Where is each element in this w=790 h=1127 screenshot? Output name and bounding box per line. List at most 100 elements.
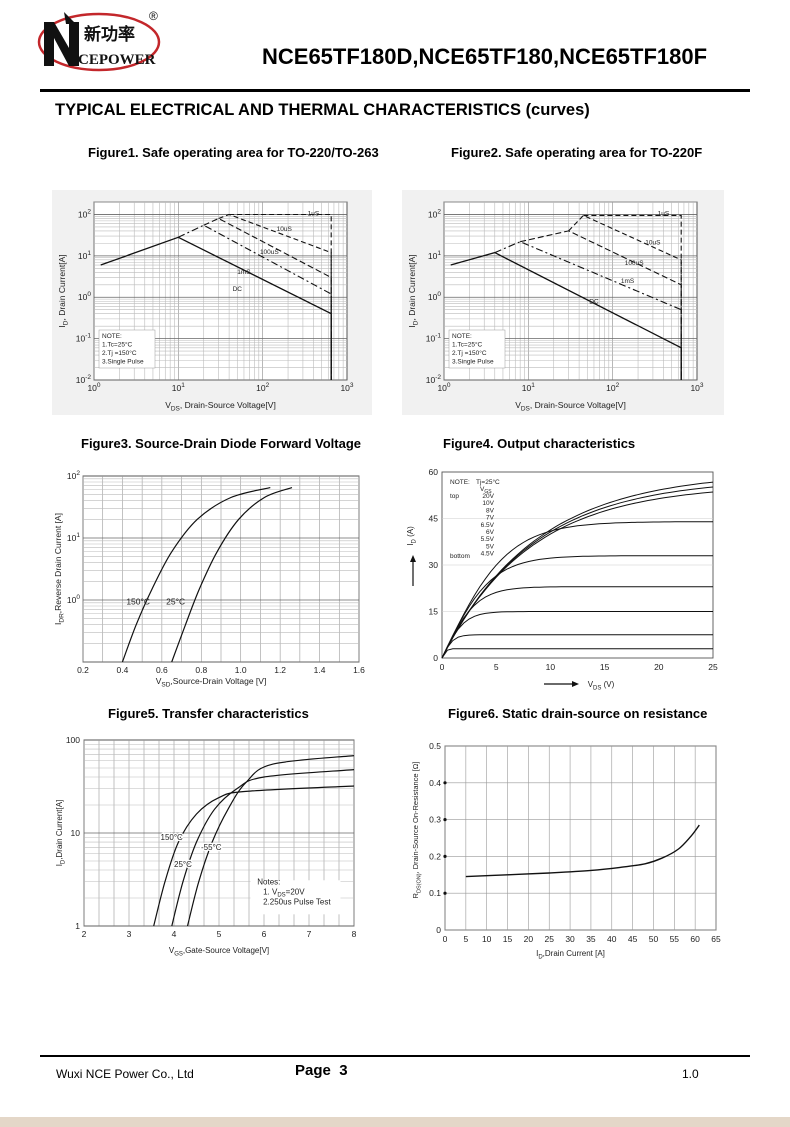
x-tick-label: 45 bbox=[628, 934, 638, 944]
notes-title: Notes: bbox=[257, 877, 280, 886]
y-tick-label: 10-2 bbox=[426, 374, 442, 385]
y-tick-dot bbox=[443, 854, 447, 858]
series-line-1uS bbox=[229, 213, 332, 380]
note-line: 1.Tc=25°C bbox=[102, 341, 133, 349]
legend-level: 4.5V bbox=[481, 551, 495, 558]
y-axis-label: ID,Drain Current[A] bbox=[55, 800, 67, 867]
x-tick-label: 20 bbox=[654, 662, 664, 672]
y-tick-label: 0.2 bbox=[429, 851, 441, 861]
x-axis-label: VDS, Drain-Source Voltage[V] bbox=[515, 400, 626, 413]
legend-level: 20V bbox=[482, 493, 494, 500]
x-tick-label: 65 bbox=[711, 934, 721, 944]
x-tick-label: 5 bbox=[463, 934, 468, 944]
footer-page: Page 3 bbox=[295, 1062, 348, 1079]
note-box bbox=[98, 329, 156, 369]
footer-rule bbox=[40, 1055, 750, 1057]
figure5-caption: Figure5. Transfer characteristics bbox=[108, 706, 309, 721]
x-tick-label: 102 bbox=[256, 382, 269, 393]
series-line-5V bbox=[441, 611, 713, 659]
x-tick-label: 15 bbox=[600, 662, 610, 672]
plot-area bbox=[444, 745, 717, 931]
x-tick-label: 40 bbox=[607, 934, 617, 944]
x-axis-label: VGS,Gate-Source Voltage[V] bbox=[169, 946, 269, 958]
series-line-RDS bbox=[465, 824, 700, 878]
curve-label: 1mS bbox=[237, 269, 251, 276]
logo-chinese: 新功率 bbox=[84, 24, 135, 45]
figure2-chart: 100 101 102 103 10-2 10-1 100 101 102 VDS, Drain-… bbox=[402, 190, 724, 415]
series-line-150°C bbox=[121, 487, 271, 663]
x-tick-label: 8 bbox=[352, 929, 357, 939]
series-line-4V bbox=[441, 648, 713, 659]
note-line: 2.Tj =150°C bbox=[452, 349, 487, 357]
x-axis-label: VSD,Source-Drain Voltage [V] bbox=[156, 676, 267, 689]
y-tick-label: 101 bbox=[78, 250, 91, 261]
x-tick-label: 15 bbox=[503, 934, 513, 944]
y-arrow-head bbox=[410, 555, 416, 562]
y-tick-label: 100 bbox=[67, 594, 80, 605]
figure1-chart: 100 101 102 103 10-2 10-1 100 101 102 VDS, Drain-… bbox=[52, 190, 372, 415]
x-tick-label: 50 bbox=[649, 934, 659, 944]
curve-label: 100uS bbox=[260, 249, 279, 256]
figure5-chart: 2 3 4 5 6 7 8 1 10 100 VGS,Gate-Source Voltage[V] I… bbox=[55, 735, 357, 958]
curve-label: -55°C bbox=[201, 843, 222, 852]
curve-label: DC bbox=[233, 286, 243, 293]
y-tick-label: 10-2 bbox=[76, 374, 92, 385]
x-tick-label: 25 bbox=[544, 934, 554, 944]
series-line-4.5V bbox=[441, 634, 713, 659]
legend-level: 5.5V bbox=[481, 536, 495, 543]
figure1-caption: Figure1. Safe operating area for TO-220/… bbox=[88, 145, 379, 160]
x-tick-label: 10 bbox=[482, 934, 492, 944]
curve-label: 1uS bbox=[308, 210, 320, 217]
series-line-150°C bbox=[153, 785, 355, 927]
document-title: NCE65TF180D,NCE65TF180,NCE65TF180F bbox=[262, 44, 708, 69]
y-tick-label: 101 bbox=[428, 250, 441, 261]
figure6-chart: 0 5 10 15 20 25 30 35 40 45 50 55 60 65 0 0.1 0.2 0.3 0.4 0… bbox=[411, 741, 721, 961]
legend-level: 6V bbox=[486, 529, 495, 536]
curve-label: 1uS bbox=[658, 210, 670, 217]
x-tick-label: 4 bbox=[172, 929, 177, 939]
series-line-10uS bbox=[218, 213, 332, 380]
y-axis-label: RDS(ON), Drain-Source On-Resistance [Ω] bbox=[411, 762, 423, 899]
figure3-caption: Figure3. Source-Drain Diode Forward Volt… bbox=[81, 436, 362, 451]
x-tick-label: 1.2 bbox=[274, 665, 286, 675]
footer-version: 1.0 bbox=[682, 1067, 699, 1081]
legend-vgs: VGS bbox=[480, 486, 492, 495]
x-tick-label: 102 bbox=[606, 382, 619, 393]
notes-line2: 2.250us Pulse Test bbox=[263, 897, 331, 906]
x-tick-label: 0.4 bbox=[117, 665, 129, 675]
curve-label: DC bbox=[589, 299, 599, 306]
x-tick-label: 100 bbox=[87, 382, 100, 393]
note-line: 2.Tj =150°C bbox=[102, 349, 137, 357]
y-tick-label: 0.3 bbox=[429, 815, 441, 825]
x-tick-label: 3 bbox=[127, 929, 132, 939]
logo-text: CEPOWER bbox=[78, 52, 156, 68]
x-tick-label: 1.0 bbox=[235, 665, 247, 675]
x-tick-label: 20 bbox=[524, 934, 534, 944]
y-tick-label: 45 bbox=[429, 514, 439, 524]
note-line: 3.Single Pulse bbox=[452, 359, 494, 366]
curve-label: 150°C bbox=[126, 596, 150, 606]
x-tick-label: 0 bbox=[440, 662, 445, 672]
x-tick-label: 0.8 bbox=[195, 665, 207, 675]
x-tick-label: 30 bbox=[565, 934, 575, 944]
x-arrow-head bbox=[572, 681, 579, 687]
x-tick-label: 0 bbox=[443, 934, 448, 944]
y-tick-dot bbox=[443, 891, 447, 895]
y-tick-label: 0.4 bbox=[429, 778, 441, 788]
x-tick-label: 55 bbox=[670, 934, 680, 944]
y-tick-label: 0.1 bbox=[429, 888, 441, 898]
y-axis-label: ID, Drain Current[A] bbox=[57, 254, 70, 327]
section-title: TYPICAL ELECTRICAL AND THERMAL CHARACTER… bbox=[55, 101, 590, 119]
legend-top: top bbox=[450, 493, 459, 500]
y-tick-label: 10-1 bbox=[426, 333, 442, 344]
x-tick-label: 101 bbox=[172, 382, 185, 393]
series-line-6V bbox=[441, 555, 713, 659]
y-tick-label: 0 bbox=[433, 653, 438, 663]
curve-label: 100uS bbox=[625, 260, 644, 267]
x-axis-label: VDS, Drain-Source Voltage[V] bbox=[165, 400, 276, 413]
x-tick-label: 0.2 bbox=[77, 665, 89, 675]
notes-box bbox=[250, 880, 341, 915]
y-tick-label: 101 bbox=[67, 532, 80, 543]
x-tick-label: 2 bbox=[82, 929, 87, 939]
registered-mark: ® bbox=[149, 9, 158, 23]
